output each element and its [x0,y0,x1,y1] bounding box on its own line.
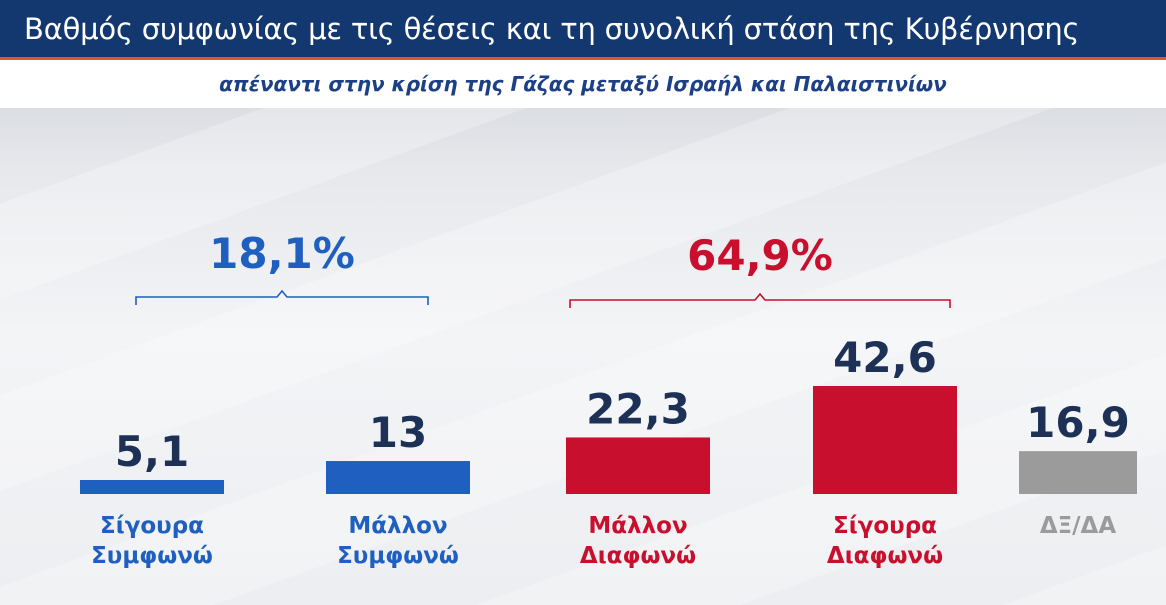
category-label: Σίγουρα [100,513,204,539]
total-label: 64,9% [687,231,833,280]
category-label: Συμφωνώ [337,543,459,569]
category-label: Μάλλον [588,513,687,539]
bar [80,480,224,494]
total-brace [135,289,429,305]
bar [1019,451,1137,494]
title-bar: Βαθμός συμφωνίας με τις θέσεις και τη συ… [0,0,1166,60]
bar [813,386,957,494]
category-label: Διαφωνώ [827,543,943,569]
bar [326,461,470,494]
bar [566,437,710,494]
background-stripes [0,108,1166,605]
category-label: Σίγουρα [833,513,937,539]
value-label: 13 [369,408,427,457]
value-label: 16,9 [1026,398,1130,447]
category-label: Διαφωνώ [580,543,696,569]
total-label: 18,1% [209,229,355,278]
value-label: 42,6 [833,333,937,382]
category-label: Μάλλον [348,513,447,539]
value-label: 5,1 [115,427,189,476]
chart-title: Βαθμός συμφωνίας με τις θέσεις και τη συ… [24,11,1080,46]
category-label: Συμφωνώ [91,543,213,569]
value-label: 22,3 [586,384,690,433]
subtitle-bar: απέναντι στην κρίση της Γάζας μεταξύ Ισρ… [0,60,1166,108]
category-label: ΔΞ/ΔΑ [1040,513,1117,539]
chart-subtitle: απέναντι στην κρίση της Γάζας μεταξύ Ισρ… [219,72,947,96]
total-brace [569,292,951,308]
